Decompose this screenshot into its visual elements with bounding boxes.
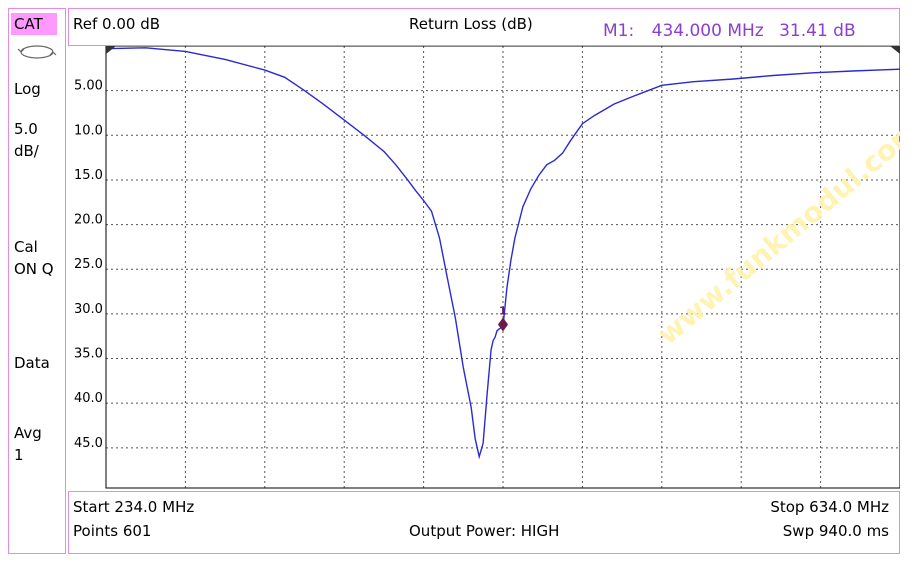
reference-level[interactable]: Ref 0.00 dB [73,15,161,33]
marker-diamond [498,317,508,332]
header-bar: Ref 0.00 dB Return Loss (dB) M1: 434.000… [68,8,900,46]
left-softkey-panel: CAT Log 5.0 dB/ Cal ON Q Data Avg 1 [8,8,66,554]
scale-unit: dB/ [14,142,39,160]
marker-label: M1: [603,21,635,41]
reference-markers [106,46,900,54]
reference-level-marker [890,46,900,54]
sweep-time[interactable]: Swp 940.0 ms [782,522,889,540]
marker-readout: M1: 434.000 MHz 31.41 dB [603,21,856,41]
data-label[interactable]: Data [14,354,50,372]
y-tick-label: 45.0 [74,436,103,451]
y-tick-label: 30.0 [74,302,103,317]
marker-value: 31.41 dB [779,21,856,41]
cat-mode-badge[interactable]: CAT [11,13,57,35]
y-tick-label: 20.0 [74,213,103,228]
stop-frequency[interactable]: Stop 634.0 MHz [770,498,889,516]
avg-label[interactable]: Avg [14,424,42,442]
plot-area[interactable]: 5.00 10.0 15.0 20.0 25.0 30.0 35.0 40.0 45.0 www… [68,45,914,491]
chart-title: Return Loss (dB) [409,15,533,33]
y-tick-label: 40.0 [74,391,103,406]
format-label[interactable]: Log [14,80,41,98]
y-tick-label: 5.00 [74,79,103,94]
marker-1: 1 [498,304,508,332]
marker-label-1: 1 [499,304,507,317]
marker-frequency: 434.000 MHz [651,21,764,41]
watermark-text: www.funkmodul.com [651,113,900,351]
y-tick-label: 25.0 [74,257,103,272]
y-tick-label: 10.0 [74,123,103,138]
footer-bar: Start 234.0 MHz Stop 634.0 MHz Points 60… [68,491,900,554]
y-tick-labels: 5.00 10.0 15.0 20.0 25.0 30.0 35.0 40.0 45.0 [74,79,103,451]
series-return-loss [105,47,901,460]
reference-level-marker [106,46,116,54]
return-loss-chart[interactable]: 5.00 10.0 15.0 20.0 25.0 30.0 35.0 40.0 45.0 www… [68,45,914,491]
cal-state: ON Q [14,260,54,278]
points-count[interactable]: Points 601 [73,522,152,540]
y-tick-label: 35.0 [74,347,103,362]
scale-value[interactable]: 5.0 [14,120,38,138]
start-frequency[interactable]: Start 234.0 MHz [73,498,195,516]
avg-value: 1 [14,446,24,464]
rotate-knob-icon[interactable] [17,43,57,61]
cal-label[interactable]: Cal [14,238,38,256]
output-power[interactable]: Output Power: HIGH [409,522,560,540]
y-tick-label: 15.0 [74,168,103,183]
grid-lines [106,46,900,488]
